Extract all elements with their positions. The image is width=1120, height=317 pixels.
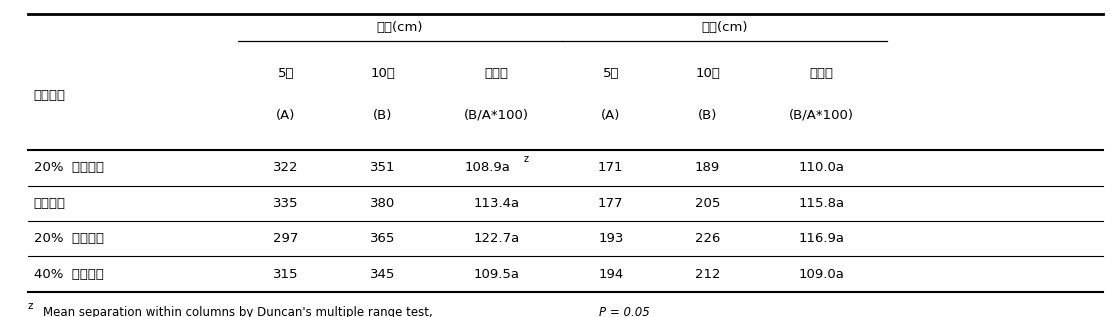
- Text: 처리내용: 처리내용: [34, 89, 66, 102]
- Text: 322: 322: [273, 161, 299, 174]
- Text: 351: 351: [370, 161, 395, 174]
- Text: 297: 297: [273, 232, 299, 245]
- Text: 194: 194: [598, 268, 624, 281]
- Text: 212: 212: [694, 268, 720, 281]
- Text: (A): (A): [277, 108, 296, 121]
- Text: 관행착과: 관행착과: [34, 197, 66, 210]
- Text: 수폭(cm): 수폭(cm): [701, 21, 748, 34]
- Text: 189: 189: [694, 161, 720, 174]
- Text: 205: 205: [694, 197, 720, 210]
- Text: P = 0.05: P = 0.05: [599, 306, 650, 317]
- Text: 증가율: 증가율: [485, 67, 508, 80]
- Text: 20%  과다착과: 20% 과다착과: [34, 232, 103, 245]
- Text: 110.0a: 110.0a: [799, 161, 844, 174]
- Text: z: z: [523, 154, 529, 165]
- Text: 122.7a: 122.7a: [474, 232, 520, 245]
- Text: 335: 335: [273, 197, 299, 210]
- Text: 20%  과소착과: 20% 과소착과: [34, 161, 103, 174]
- Text: 177: 177: [598, 197, 624, 210]
- Text: z: z: [28, 301, 34, 311]
- Text: (A): (A): [601, 108, 620, 121]
- Text: 109.5a: 109.5a: [474, 268, 520, 281]
- Text: (B): (B): [373, 108, 392, 121]
- Text: 380: 380: [371, 197, 395, 210]
- Text: 365: 365: [370, 232, 395, 245]
- Text: 5월: 5월: [278, 67, 295, 80]
- Text: 40%  과다착과: 40% 과다착과: [34, 268, 103, 281]
- Text: 109.0a: 109.0a: [799, 268, 844, 281]
- Text: (B): (B): [698, 108, 717, 121]
- Text: (B/A*100): (B/A*100): [788, 108, 853, 121]
- Text: 171: 171: [598, 161, 624, 174]
- Text: (B/A*100): (B/A*100): [465, 108, 530, 121]
- Text: 345: 345: [370, 268, 395, 281]
- Text: 증가율: 증가율: [810, 67, 833, 80]
- Text: 116.9a: 116.9a: [799, 232, 844, 245]
- Text: 115.8a: 115.8a: [799, 197, 844, 210]
- Text: 5월: 5월: [603, 67, 619, 80]
- Text: 193: 193: [598, 232, 624, 245]
- Text: 수고(cm): 수고(cm): [376, 21, 423, 34]
- Text: 113.4a: 113.4a: [474, 197, 520, 210]
- Text: 315: 315: [273, 268, 299, 281]
- Text: 10월: 10월: [696, 67, 720, 80]
- Text: 108.9a: 108.9a: [465, 161, 511, 174]
- Text: 226: 226: [694, 232, 720, 245]
- Text: 10월: 10월: [371, 67, 395, 80]
- Text: Mean separation within columns by Duncan's multiple range test,: Mean separation within columns by Duncan…: [43, 306, 440, 317]
